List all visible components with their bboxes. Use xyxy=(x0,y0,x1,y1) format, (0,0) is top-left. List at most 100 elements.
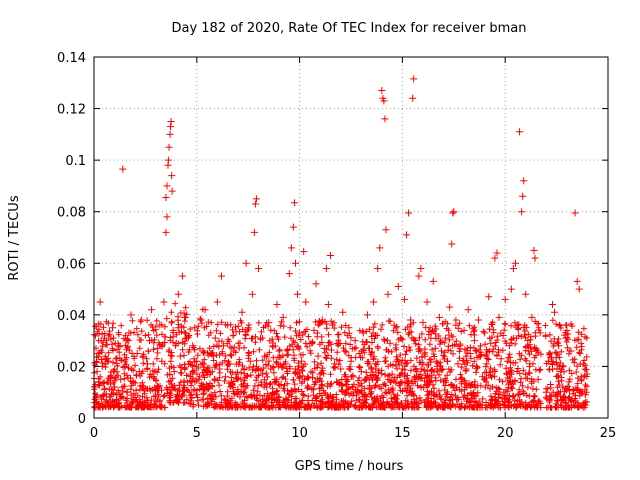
data-point xyxy=(435,313,443,321)
x-tick-label: 25 xyxy=(600,426,617,441)
data-point xyxy=(289,223,297,231)
data-point xyxy=(275,347,283,355)
data-point xyxy=(421,352,429,360)
data-point xyxy=(559,383,567,391)
data-point xyxy=(232,370,240,378)
data-point xyxy=(97,337,105,345)
data-point xyxy=(162,228,170,236)
x-tick-label: 15 xyxy=(394,426,411,441)
data-point xyxy=(224,321,232,329)
data-point xyxy=(207,391,215,399)
data-point xyxy=(164,156,172,164)
data-point xyxy=(236,339,244,347)
data-point xyxy=(349,373,357,381)
data-point xyxy=(242,259,250,267)
data-point xyxy=(444,357,452,365)
data-point xyxy=(388,370,396,378)
data-point xyxy=(462,365,470,373)
data-point xyxy=(495,313,503,321)
data-point xyxy=(417,264,425,272)
data-point xyxy=(507,285,515,293)
data-point xyxy=(339,308,347,316)
data-point xyxy=(403,231,411,239)
data-point xyxy=(569,386,577,394)
data-point xyxy=(203,368,211,376)
data-point xyxy=(220,342,228,350)
data-point xyxy=(324,301,332,309)
data-point xyxy=(199,347,207,355)
data-point xyxy=(273,301,281,309)
data-point xyxy=(166,123,174,131)
data-point xyxy=(548,301,556,309)
data-point xyxy=(252,195,260,203)
data-point xyxy=(310,326,318,334)
data-point xyxy=(163,182,171,190)
data-point xyxy=(423,298,431,306)
data-point xyxy=(571,209,579,217)
data-point xyxy=(267,365,275,373)
data-point xyxy=(111,383,119,391)
data-point xyxy=(162,194,170,202)
data-point xyxy=(341,347,349,355)
data-point xyxy=(172,339,180,347)
y-tick-label: 0 xyxy=(78,412,86,427)
data-point xyxy=(351,337,359,345)
y-axis-label: ROTI / TECUs xyxy=(7,195,22,280)
data-point xyxy=(95,378,103,386)
data-point xyxy=(261,352,269,360)
data-point xyxy=(534,375,542,383)
data-point xyxy=(370,298,378,306)
data-point xyxy=(581,391,589,399)
data-point xyxy=(250,228,258,236)
data-point xyxy=(304,373,312,381)
data-point xyxy=(553,391,561,399)
data-point xyxy=(154,344,162,352)
data-point xyxy=(357,368,365,376)
data-point xyxy=(102,396,110,404)
chart-title: Day 182 of 2020, Rate Of TEC Index for r… xyxy=(171,21,526,36)
data-point xyxy=(409,94,417,102)
data-point xyxy=(191,324,199,332)
data-point xyxy=(230,347,238,355)
data-point xyxy=(384,290,392,298)
data-point xyxy=(187,370,195,378)
data-point xyxy=(148,306,156,314)
data-point xyxy=(382,226,390,234)
data-point xyxy=(166,130,174,138)
data-point xyxy=(283,368,291,376)
data-point xyxy=(109,324,117,332)
data-point xyxy=(125,329,133,337)
data-point xyxy=(240,365,248,373)
data-point xyxy=(127,311,135,319)
data-point xyxy=(411,337,419,345)
data-point xyxy=(487,339,495,347)
data-point xyxy=(378,87,386,95)
data-point xyxy=(519,192,527,200)
data-point xyxy=(405,209,413,217)
data-point xyxy=(320,344,328,352)
data-point xyxy=(472,362,480,370)
data-point xyxy=(170,368,178,376)
data-point xyxy=(137,316,145,324)
data-point xyxy=(248,290,256,298)
plot-frame xyxy=(93,56,609,419)
data-point xyxy=(454,360,462,368)
data-point xyxy=(306,339,314,347)
data-point xyxy=(308,386,316,394)
data-point xyxy=(302,298,310,306)
data-point xyxy=(322,264,330,272)
data-point xyxy=(246,357,254,365)
data-point xyxy=(396,334,404,342)
data-point xyxy=(285,270,293,278)
data-point xyxy=(337,365,345,373)
data-point xyxy=(115,342,123,350)
data-point xyxy=(442,334,450,342)
data-point xyxy=(316,370,324,378)
data-point xyxy=(294,290,302,298)
data-point xyxy=(168,187,176,195)
data-point xyxy=(452,321,460,329)
data-point xyxy=(96,298,104,306)
data-point xyxy=(437,347,445,355)
data-point xyxy=(168,172,176,180)
data-point xyxy=(215,365,223,373)
